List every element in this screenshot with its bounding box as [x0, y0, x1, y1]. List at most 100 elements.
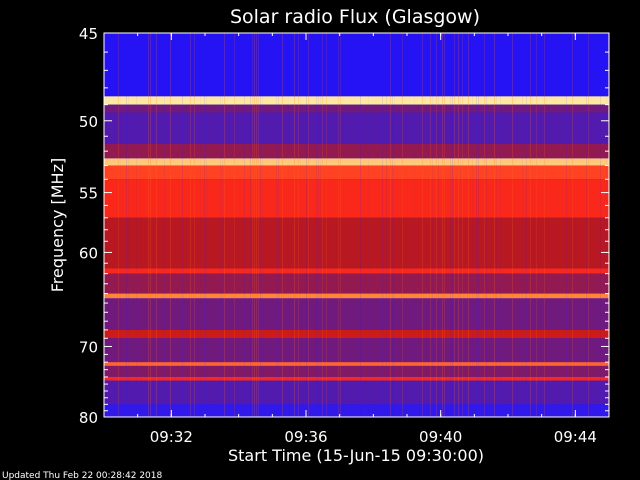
time-streak: [222, 33, 223, 417]
time-streak: [454, 33, 455, 417]
time-streak: [118, 33, 119, 417]
time-streak: [512, 33, 513, 417]
y-axis-ticks: 45 50 55 60 70 80: [79, 25, 609, 427]
time-streak: [156, 33, 157, 417]
frequency-band-5: [104, 158, 609, 166]
time-streak: [194, 33, 195, 417]
x-axis-ticks: 09:32 09:36 09:40 09:44: [137, 33, 597, 446]
y-tick-label: 70: [79, 338, 98, 356]
time-streak: [244, 33, 245, 417]
y-tick-label: 80: [79, 409, 98, 427]
y-tick-label: 45: [79, 25, 98, 43]
time-streak: [148, 33, 149, 417]
x-tick-label: 09:44: [554, 428, 597, 446]
time-streak: [294, 33, 295, 417]
y-tick-label: 50: [79, 113, 98, 131]
time-streak: [300, 33, 301, 417]
time-streak: [298, 33, 299, 417]
frequency-band-18: [104, 380, 609, 405]
chart-title: Solar radio Flux (Glasgow): [230, 6, 480, 28]
time-streak: [586, 33, 587, 417]
time-streak: [470, 33, 471, 417]
time-streak: [306, 33, 307, 417]
frequency-band-9: [104, 268, 609, 274]
time-streak: [360, 33, 361, 417]
frequency-band-11: [104, 293, 609, 299]
updated-timestamp: Updated Thu Feb 22 00:28:42 2018: [2, 471, 163, 480]
frequency-band-17: [104, 376, 609, 381]
frequency-band-2: [104, 104, 609, 113]
time-streak: [444, 33, 445, 417]
time-streak: [224, 33, 225, 417]
time-streak: [368, 33, 369, 417]
frequency-band-3: [104, 112, 609, 144]
time-streak: [128, 33, 129, 417]
plot-frame: [103, 32, 610, 418]
time-streak: [140, 33, 141, 417]
frequency-band-13: [104, 329, 609, 339]
time-streak: [340, 33, 341, 417]
time-streak: [308, 33, 309, 417]
time-streak: [536, 33, 537, 417]
time-streak: [570, 33, 571, 417]
time-streak: [262, 33, 263, 417]
frequency-band-14: [104, 338, 609, 363]
time-streak: [106, 33, 107, 417]
time-streak: [316, 33, 317, 417]
time-streak: [566, 33, 567, 417]
time-streak: [422, 33, 423, 417]
time-streak: [120, 33, 121, 417]
time-streak: [600, 33, 601, 417]
time-streak: [452, 33, 453, 417]
time-streaks: [106, 33, 609, 417]
time-streak: [458, 33, 459, 417]
time-streak: [476, 33, 477, 417]
frequency-band-0: [104, 33, 609, 97]
time-streak: [136, 33, 137, 417]
time-streak: [206, 33, 207, 417]
time-streak: [258, 33, 259, 417]
y-tick-label: 60: [79, 244, 98, 262]
time-streak: [546, 33, 547, 417]
time-streak: [164, 33, 165, 417]
frequency-band-15: [104, 362, 609, 366]
time-streak: [204, 33, 205, 417]
time-streak: [386, 33, 387, 417]
time-streak: [126, 33, 127, 417]
time-streak: [478, 33, 479, 417]
time-streak: [450, 33, 451, 417]
frequency-band-7: [104, 179, 609, 218]
frequency-band-8: [104, 217, 609, 269]
time-streak: [394, 33, 395, 417]
time-streak: [438, 33, 439, 417]
time-streak: [572, 33, 573, 417]
time-streak: [414, 33, 415, 417]
time-streak: [532, 33, 533, 417]
x-tick-label: 09:40: [419, 428, 462, 446]
time-streak: [254, 33, 255, 417]
time-streak: [588, 33, 589, 417]
frequency-band-10: [104, 273, 609, 294]
frequency-band-12: [104, 298, 609, 330]
time-streak: [462, 33, 463, 417]
time-streak: [460, 33, 461, 417]
time-streak: [522, 33, 523, 417]
frequency-band-19: [104, 404, 609, 417]
x-axis-label: Start Time (15-Jun-15 09:30:00): [228, 446, 484, 465]
frequency-band-1: [104, 96, 609, 105]
time-streak: [234, 33, 235, 417]
time-streak: [260, 33, 261, 417]
time-streak: [500, 33, 501, 417]
time-streak: [402, 33, 403, 417]
time-streak: [436, 33, 437, 417]
time-streak: [486, 33, 487, 417]
time-streak: [606, 33, 607, 417]
time-streak: [182, 33, 183, 417]
time-streak: [338, 33, 339, 417]
time-streak: [484, 33, 485, 417]
time-streak: [282, 33, 283, 417]
time-streak: [526, 33, 527, 417]
time-streak: [190, 33, 191, 417]
time-streak: [278, 33, 279, 417]
x-tick-label: 09:36: [284, 428, 327, 446]
